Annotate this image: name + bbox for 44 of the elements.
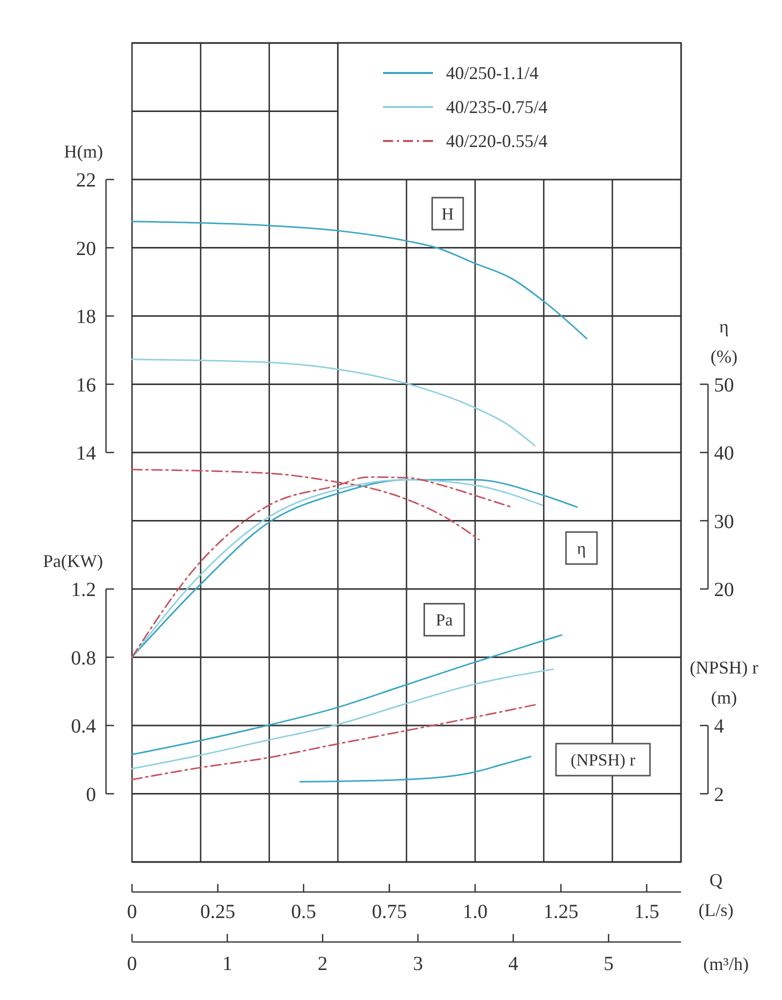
annotation: η	[577, 539, 586, 558]
line-series	[131, 668, 554, 770]
x2-axis-title: (m³/h)	[703, 954, 749, 974]
y-tick-label: 20	[76, 238, 96, 260]
legend-label: 40/220-0.55/4	[446, 131, 548, 151]
line-series	[131, 634, 562, 756]
x-axis-title: Q (L/s)	[698, 870, 734, 920]
line-series	[131, 358, 536, 446]
x-tick-label: 0.5	[291, 901, 316, 923]
y3-tick-label: 0.4	[71, 716, 96, 738]
y-tick-label: 14	[76, 442, 96, 464]
y3-tick-label: 0	[86, 784, 96, 806]
x-tick-label: 0.75	[372, 901, 407, 923]
y-tick-label: 18	[76, 306, 96, 328]
y-axis-title: (NPSH) r (m)	[690, 658, 758, 708]
x-tick-label: 0	[127, 901, 137, 923]
annotation: (NPSH) r	[570, 750, 636, 770]
x2-tick-label: 1	[222, 953, 232, 975]
x2-tick-label: 0	[127, 953, 137, 975]
y2-tick-label: 40	[714, 442, 734, 464]
annotation: Pa	[436, 610, 454, 630]
x2-tick-label: 3	[412, 953, 423, 975]
x-tick-label: 1.5	[634, 901, 660, 923]
legend-label: 40/235-0.75/4	[446, 97, 548, 117]
annotation: H	[442, 204, 454, 224]
x-tick-label: 1.25	[543, 901, 578, 923]
y2-axis-title: η (%)	[710, 316, 738, 366]
y3-tick-label: 0.8	[71, 647, 96, 670]
x2-tick-label: 4	[508, 953, 518, 975]
y2-tick-label: 30	[714, 510, 734, 533]
x2-tick-label: 5	[604, 953, 614, 975]
line-series	[299, 756, 532, 783]
line-series	[131, 704, 538, 780]
y-tick-label: 16	[76, 374, 96, 396]
line-series	[131, 220, 588, 340]
legend-label: 40/250-1.1/4	[446, 63, 538, 83]
y2-tick-label: 50	[714, 374, 734, 396]
x-tick-label: 0.25	[200, 901, 236, 923]
y3-tick-label: 1.2	[71, 579, 96, 601]
y-tick-label: 22	[76, 170, 96, 192]
x-tick-label: 1.0	[462, 901, 488, 923]
x2-tick-label: 2	[318, 953, 328, 975]
y3-axis-title: Pa(KW)	[43, 551, 103, 571]
y-axis-title: H(m)	[64, 142, 103, 162]
